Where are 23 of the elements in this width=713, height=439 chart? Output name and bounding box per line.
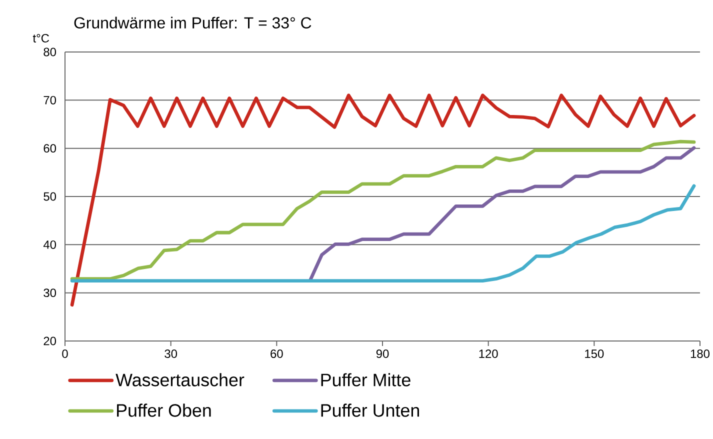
x-tick-label: 30 [164,350,178,358]
y-tick-label: 30 [44,288,56,298]
x-tick-label: 0 [62,350,68,358]
line-series [70,140,696,281]
y-tick-label: 20 [44,336,56,346]
y-tick-label: 80 [44,48,56,56]
legend-label: Puffer Mitte [321,373,410,386]
y-tick-label: 60 [44,144,56,153]
chart-title: Grundwärme im Puffer: T = 33° C [74,16,312,29]
y-tick-label: 70 [44,96,56,104]
x-tick-label: 90 [376,350,389,358]
x-tick-label: 60 [270,350,283,358]
legend-label: Puffer Oben [117,404,211,417]
x-tick-label: 150 [585,350,604,358]
legend-label: Wassertauscher [116,373,244,386]
y-tick-label: 40 [43,240,56,249]
line-series [70,94,696,307]
y-axis-title: t°C [32,34,50,42]
y-tick-label: 50 [44,192,56,201]
legend-label: Puffer Unten [321,404,420,417]
x-tick-label: 120 [479,350,498,358]
line-series [70,184,696,282]
x-tick-label: 180 [690,350,710,358]
